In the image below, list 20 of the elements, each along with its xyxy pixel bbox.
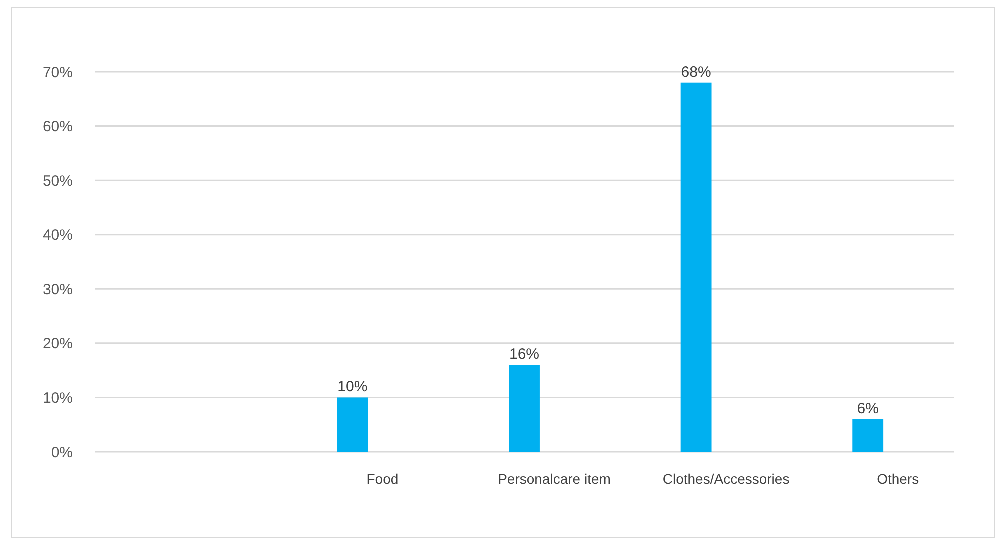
x-tick-label: Clothes/Accessories xyxy=(662,471,790,487)
x-tick-label: Personalcare item xyxy=(498,471,611,487)
data-label: 16% xyxy=(509,346,540,364)
y-tick-label: 20% xyxy=(42,336,73,353)
y-tick-label: 40% xyxy=(42,227,73,244)
data-label: 68% xyxy=(681,64,712,81)
y-tick-label: 60% xyxy=(42,118,73,136)
x-tick-label: Others xyxy=(877,471,920,487)
bar xyxy=(337,398,368,452)
y-tick-label: 10% xyxy=(42,390,73,407)
y-tick-label: 50% xyxy=(42,172,73,190)
y-tick-label: 30% xyxy=(42,281,73,298)
x-tick-label: Food xyxy=(366,471,399,487)
data-label: 6% xyxy=(857,400,879,418)
data-label: 10% xyxy=(338,378,368,396)
bar xyxy=(852,419,884,452)
bar xyxy=(680,82,712,452)
y-tick-label: 70% xyxy=(42,64,73,82)
y-tick-label: 0% xyxy=(51,444,73,462)
bar xyxy=(509,365,540,452)
